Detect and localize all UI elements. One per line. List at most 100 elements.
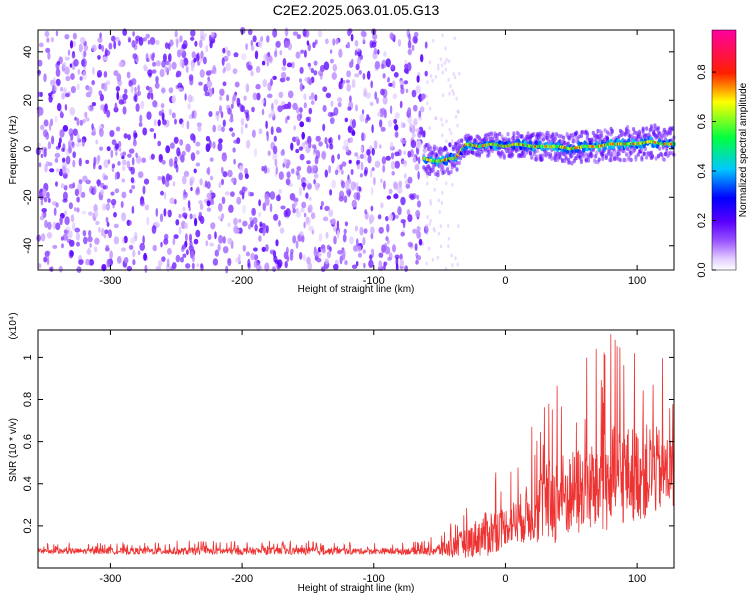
noise-blob: [383, 51, 387, 57]
noise-blob: [64, 66, 70, 75]
noise-blob: [134, 86, 137, 93]
noise-blob: [378, 252, 384, 258]
noise-blob: [60, 236, 64, 241]
noise-blob: [181, 43, 187, 50]
noise-blob: [72, 151, 76, 159]
noise-blob: [221, 152, 227, 162]
noise-blob: [208, 139, 212, 149]
signal-halo: [550, 156, 554, 161]
noise-blob: [331, 218, 336, 226]
noise-blob: [115, 150, 118, 157]
noise-blob: [407, 176, 413, 184]
noise-blob: [407, 241, 413, 248]
noise-blob: [78, 259, 84, 266]
noise-blob: [187, 94, 193, 103]
noise-blob: [153, 132, 157, 140]
noise-blob: [404, 265, 408, 273]
noise-blob: [218, 202, 223, 212]
noise-blob: [225, 62, 231, 72]
noise-blob: [283, 158, 287, 165]
noise-blob: [111, 35, 116, 42]
noise-blob: [229, 118, 234, 123]
noise-blob: [433, 187, 436, 192]
noise-blob: [196, 122, 202, 127]
noise-blob: [206, 181, 211, 190]
colorbar-tick-label: 0.6: [696, 114, 708, 129]
noise-blob: [157, 260, 163, 267]
noise-blob: [456, 123, 459, 128]
noise-blob: [281, 66, 287, 71]
noise-blob: [368, 214, 375, 223]
signal-halo: [594, 159, 598, 165]
noise-blob: [103, 233, 107, 239]
signal-halo: [429, 146, 433, 151]
noise-blob: [206, 192, 212, 200]
signal-halo: [566, 141, 571, 146]
noise-blob: [310, 92, 315, 100]
noise-blob: [218, 234, 224, 244]
noise-blob: [191, 262, 195, 270]
noise-blob: [299, 153, 305, 161]
noise-blob: [245, 83, 250, 93]
noise-blob: [252, 92, 258, 101]
noise-blob: [370, 248, 374, 254]
noise-blob: [215, 110, 220, 116]
y-tick-label: -40: [22, 238, 34, 254]
signal-halo: [490, 136, 495, 141]
signal-halo: [658, 146, 662, 151]
noise-blob: [420, 54, 424, 63]
noise-blob: [387, 120, 393, 128]
noise-blob: [251, 106, 255, 113]
noise-blob: [383, 262, 386, 270]
noise-blob: [418, 238, 423, 246]
signal-halo: [627, 157, 631, 162]
signal-halo: [662, 157, 667, 162]
noise-blob: [452, 72, 455, 76]
noise-blob: [114, 172, 118, 181]
signal-halo: [607, 131, 611, 136]
noise-blob: [122, 93, 128, 101]
noise-blob: [219, 95, 223, 101]
snr-y-multiplier: (x10⁴): [8, 312, 19, 339]
noise-blob: [115, 36, 120, 42]
signal-halo: [565, 131, 569, 137]
noise-blob: [295, 211, 302, 218]
noise-blob: [391, 171, 396, 176]
noise-blob: [218, 105, 223, 114]
noise-blob: [267, 51, 271, 58]
noise-blob: [242, 244, 246, 252]
noise-blob: [121, 165, 126, 171]
signal-halo: [457, 160, 461, 166]
noise-blob: [182, 253, 187, 258]
noise-blob: [315, 182, 318, 187]
noise-blob: [74, 207, 77, 212]
noise-blob: [389, 32, 394, 40]
noise-blob: [439, 57, 443, 62]
noise-blob: [277, 105, 283, 113]
noise-blob: [85, 258, 90, 266]
noise-blob: [205, 240, 209, 247]
noise-blob: [255, 66, 261, 73]
noise-blob: [437, 198, 441, 203]
noise-blob: [337, 153, 340, 160]
noise-blob: [103, 71, 108, 78]
noise-blob: [122, 159, 127, 166]
noise-blob: [426, 215, 429, 219]
noise-blob: [173, 234, 179, 240]
noise-blob: [265, 120, 268, 129]
noise-blob: [174, 30, 178, 38]
noise-blob: [252, 217, 258, 225]
noise-blob: [335, 38, 339, 45]
noise-blob: [354, 49, 358, 56]
noise-blob: [196, 263, 199, 268]
signal-halo: [540, 132, 544, 137]
noise-blob: [256, 262, 261, 272]
noise-blob: [126, 71, 131, 79]
noise-blob: [135, 38, 139, 45]
signal-halo: [640, 157, 644, 162]
noise-blob: [64, 34, 70, 40]
signal-halo: [449, 169, 453, 175]
noise-blob: [185, 65, 189, 73]
noise-blob: [332, 63, 338, 72]
signal-halo: [536, 148, 540, 153]
